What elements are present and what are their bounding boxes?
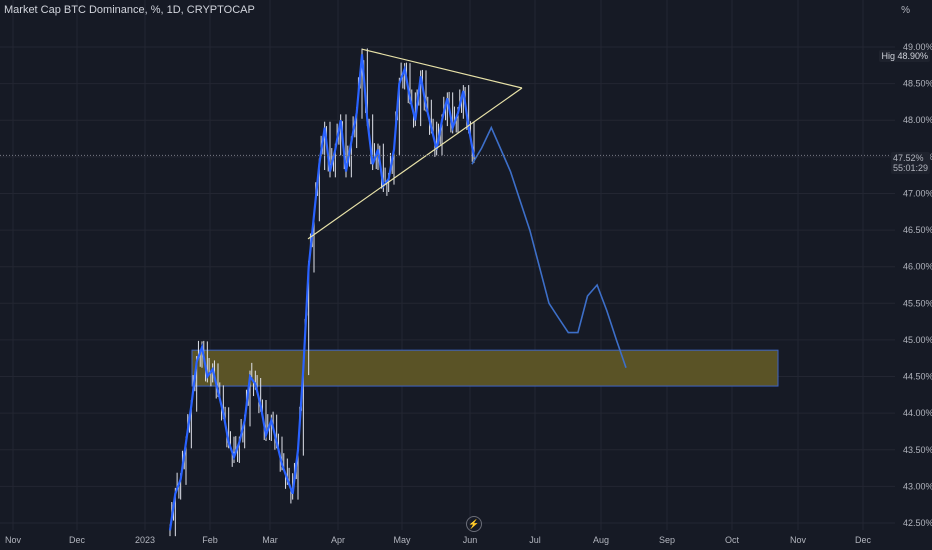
x-tick-label: Jun	[463, 535, 478, 545]
y-tick-label: 45.50%	[903, 298, 932, 308]
y-tick-label: 45.00%	[903, 335, 932, 345]
unit-label: %	[901, 5, 910, 16]
y-tick-label: 44.00%	[903, 408, 932, 418]
last-price-value: 47.52%	[892, 153, 924, 163]
y-tick-label: 47.00%	[903, 188, 932, 198]
price-series	[168, 48, 476, 537]
lightning-bolt-icon[interactable]: ⚡	[466, 516, 482, 532]
x-tick-label: Nov	[790, 535, 807, 545]
y-tick-label: 49.00%	[903, 42, 932, 52]
y-tick-label: 46.00%	[903, 262, 932, 272]
y-axis[interactable]: 42.50% 43.00% 43.50% 44.00% 44.50% 45.00% 45.5…	[903, 42, 932, 528]
y-tick-label: 43.00%	[903, 481, 932, 491]
bar-countdown: 55:01:29	[892, 163, 928, 173]
y-tick-label: 43.50%	[903, 445, 932, 455]
last-price-tag: 47.52% 55:01:29	[890, 152, 930, 174]
grid-lines	[0, 0, 895, 530]
x-tick-label: Aug	[593, 535, 609, 545]
x-tick-label: Nov	[5, 535, 22, 545]
x-tick-label: Mar	[262, 535, 278, 545]
triangle-upper-line[interactable]	[361, 48, 523, 89]
y-tick-label: 42.50%	[903, 518, 932, 528]
triangle-lower-line[interactable]	[307, 87, 523, 240]
x-tick-label: Dec	[69, 535, 86, 545]
x-tick-label: 2023	[135, 535, 155, 545]
x-tick-label: Feb	[202, 535, 218, 545]
y-tick-label: 46.50%	[903, 225, 932, 235]
x-tick-label: Dec	[855, 535, 872, 545]
x-tick-label: Oct	[725, 535, 740, 545]
x-tick-label: Sep	[659, 535, 675, 545]
triangle-pattern[interactable]	[307, 48, 523, 240]
y-tick-label: 44.50%	[903, 372, 932, 382]
x-tick-label: May	[393, 535, 411, 545]
x-axis[interactable]: Nov Dec 2023 Feb Mar Apr May Jun Jul Aug Sep Oct Nov…	[5, 535, 872, 545]
projection-path[interactable]	[471, 125, 627, 369]
high-value: 48.90%	[895, 50, 930, 62]
y-tick-label: 48.50%	[903, 79, 932, 89]
x-tick-label: Apr	[331, 535, 345, 545]
chart-title[interactable]: Market Cap BTC Dominance, %, 1D, CRYPTOC…	[4, 4, 255, 16]
y-tick-label: 48.00%	[903, 115, 932, 125]
price-line	[168, 54, 476, 531]
x-tick-label: Jul	[529, 535, 541, 545]
support-zone[interactable]	[191, 349, 779, 387]
